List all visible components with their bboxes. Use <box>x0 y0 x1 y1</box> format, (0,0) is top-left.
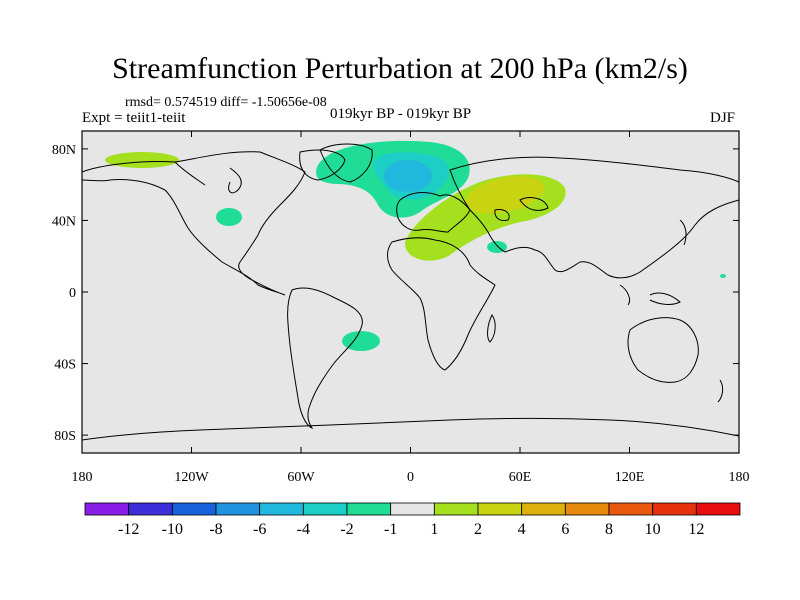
experiment-label: Expt = teiit1-teiit <box>82 110 186 126</box>
lon-label: 120W <box>174 470 209 485</box>
colorbar-swatch <box>215 502 261 516</box>
lon-label: 180 <box>72 470 93 485</box>
colorbar-label: -2 <box>340 521 353 538</box>
anomaly-north-pacific-positive <box>105 152 179 168</box>
lon-label: 180 <box>729 470 750 485</box>
colorbar-swatch <box>171 502 217 516</box>
anomaly-north-america-negative <box>216 208 242 226</box>
anomaly-pacific-speck <box>720 274 726 278</box>
anomaly-eurasia-core <box>465 176 545 214</box>
anomaly-south-atlantic-negative <box>342 331 380 351</box>
period-label: 019kyr BP - 019kyr BP <box>330 106 472 122</box>
colorbar-label: -12 <box>118 521 139 538</box>
map-title: Streamfunction Perturbation at 200 hPa (… <box>112 52 688 85</box>
colorbar: -12 -10 -8 -6 -4 -2 -1 1 2 4 6 8 10 12 <box>84 502 741 538</box>
colorbar-swatch <box>564 502 610 516</box>
colorbar-label: -10 <box>162 521 183 538</box>
longitude-axis: 180 120W 60W 0 60E 120E 180 <box>72 131 750 485</box>
lat-label: 80S <box>54 429 76 444</box>
coastlines <box>81 143 740 441</box>
colorbar-label: 6 <box>561 521 569 538</box>
season-label: DJF <box>710 110 736 126</box>
latitude-axis: 80N 40N 0 40S 80S <box>52 143 739 444</box>
colorbar-swatch <box>521 502 566 516</box>
colorbar-swatch <box>259 502 304 516</box>
colorbar-swatch <box>128 502 173 516</box>
colorbar-label: -4 <box>297 521 310 538</box>
colorbar-label: -8 <box>209 521 222 538</box>
colorbar-label: 1 <box>430 521 438 538</box>
colorbar-swatch <box>84 502 130 516</box>
colorbar-label: 2 <box>474 521 482 538</box>
colorbar-swatch <box>477 502 523 516</box>
colorbar-label: 12 <box>688 521 704 538</box>
lat-label: 40S <box>54 358 76 373</box>
lat-label: 0 <box>69 286 76 301</box>
lon-label: 60E <box>509 470 532 485</box>
stats-line: rmsd= 0.574519 diff= -1.50656e-08 <box>125 95 327 110</box>
lon-label: 0 <box>407 470 414 485</box>
anomaly-fields <box>105 140 726 351</box>
lon-label: 60W <box>287 470 315 485</box>
colorbar-swatch <box>652 502 697 516</box>
colorbar-swatch <box>433 502 479 516</box>
colorbar-label: 4 <box>518 521 526 538</box>
lat-label: 40N <box>52 214 76 229</box>
colorbar-swatch <box>695 502 741 516</box>
colorbar-label: 10 <box>645 521 661 538</box>
colorbar-label: 8 <box>605 521 613 538</box>
lat-label: 80N <box>52 143 76 158</box>
anomaly-greenland-sea-min <box>384 160 432 192</box>
colorbar-swatch <box>390 502 435 516</box>
colorbar-label: -1 <box>384 521 397 538</box>
colorbar-swatch <box>608 502 654 516</box>
lon-label: 120E <box>615 470 645 485</box>
colorbar-swatch <box>346 502 392 516</box>
colorbar-swatch <box>302 502 348 516</box>
colorbar-label: -6 <box>253 521 266 538</box>
